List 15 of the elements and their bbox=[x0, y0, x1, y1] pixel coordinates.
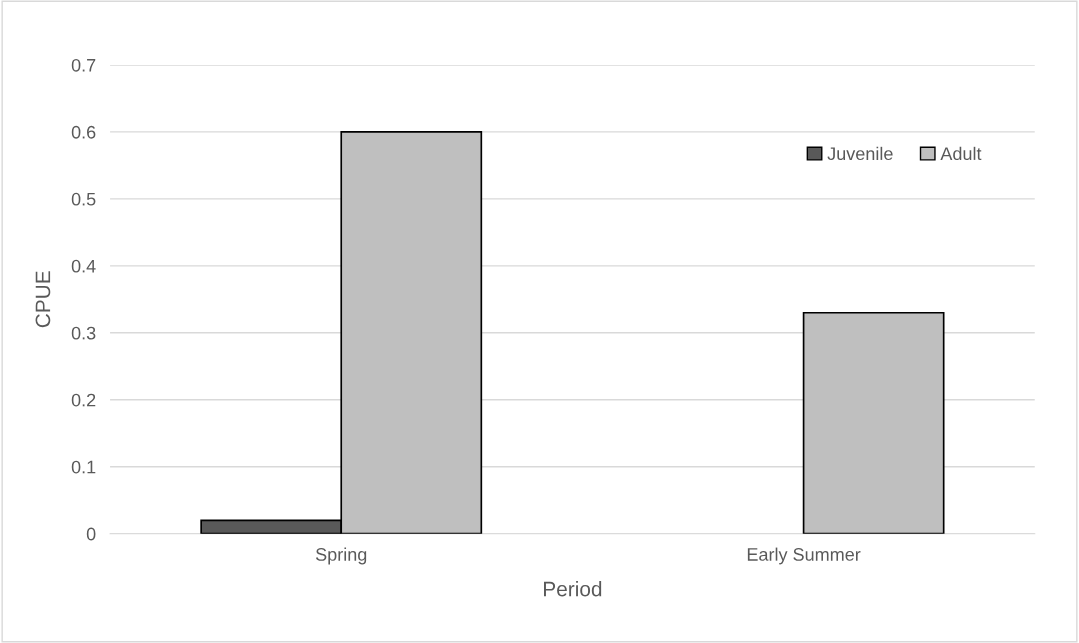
y-tick-label: 0.5 bbox=[71, 192, 96, 206]
y-tick-label: 0.6 bbox=[71, 125, 96, 139]
y-tick-label: 0 bbox=[86, 527, 96, 541]
x-tick-label: Spring bbox=[315, 547, 367, 565]
legend-label: Juvenile bbox=[827, 146, 893, 161]
y-tick-label: 0.4 bbox=[71, 259, 96, 273]
y-tick-label: 0.1 bbox=[71, 460, 96, 474]
y-tick-label: 0.7 bbox=[71, 58, 96, 72]
y-tick-label: 0.3 bbox=[71, 326, 96, 340]
y-axis-title: CPUE bbox=[35, 271, 51, 328]
y-tick-label: 0.2 bbox=[71, 393, 96, 407]
legend-label: Adult bbox=[940, 146, 982, 161]
bar bbox=[802, 311, 945, 534]
x-tick-label: Early Summer bbox=[747, 547, 861, 565]
x-axis-title: Period bbox=[544, 581, 602, 597]
